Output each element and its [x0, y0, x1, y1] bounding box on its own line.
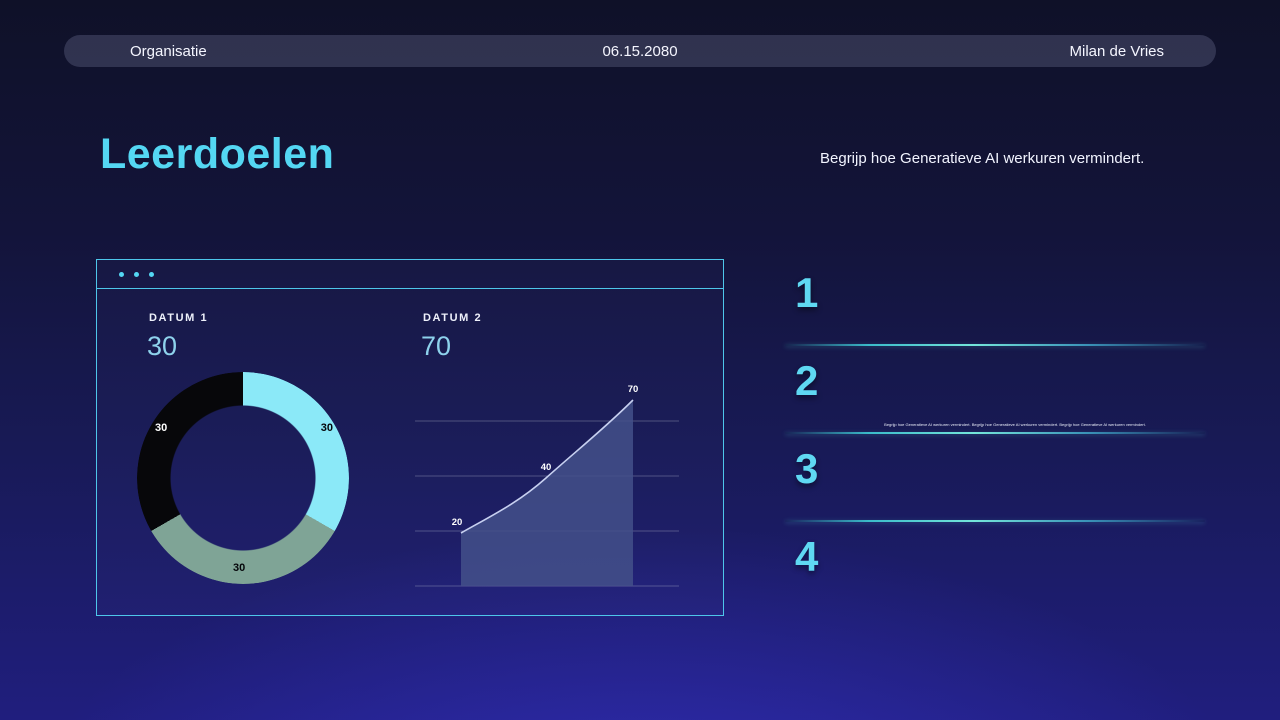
- list-divider: [785, 344, 1205, 346]
- list-item: 2 Begrijp hoe Generatieve AI werkuren ve…: [785, 360, 1205, 448]
- point-label: 20: [452, 517, 463, 528]
- panel-titlebar: [97, 260, 723, 289]
- area-fill-shape: [461, 400, 633, 586]
- list-divider: [785, 520, 1205, 522]
- area-chart-value: 70: [421, 331, 452, 361]
- top-bar: Organisatie 06.15.2080 Milan de Vries: [64, 35, 1216, 67]
- list-item: 1: [785, 272, 1205, 360]
- list-number: 1: [795, 269, 819, 316]
- list-item: 4: [785, 536, 1205, 624]
- list-number: 3: [795, 445, 819, 492]
- list-divider: [785, 432, 1205, 434]
- list-item: 3: [785, 448, 1205, 536]
- donut-chart: 30 30 30: [137, 372, 349, 584]
- donut-ring: [137, 372, 349, 584]
- donut-segment-label: 30: [320, 422, 333, 434]
- charts-panel: DATUM 1 30 30 30 30 DATUM 2 70 20 40 70: [96, 259, 724, 616]
- date-label: 06.15.2080: [602, 42, 678, 60]
- window-dot-icon: [149, 271, 154, 277]
- area-chart: 20 40 70: [415, 384, 679, 587]
- fine-print-text: Begrijp hoe Generatieve AI werkuren verm…: [884, 422, 1146, 427]
- point-label: 40: [541, 462, 552, 473]
- numbered-list: 1 2 Begrijp hoe Generatieve AI werkuren …: [785, 272, 1205, 624]
- area-chart-label: DATUM 2: [423, 312, 483, 324]
- list-number: 4: [795, 533, 819, 580]
- area-line-path: [460, 399, 634, 534]
- donut-chart-label: DATUM 1: [149, 312, 209, 324]
- donut-segment-label: 30: [155, 422, 168, 434]
- list-number: 2: [795, 357, 819, 404]
- org-label: Organisatie: [130, 42, 207, 60]
- subtitle-text: Begrijp hoe Generatieve AI werkuren verm…: [820, 150, 1145, 167]
- donut-segment-label: 30: [233, 562, 246, 574]
- point-label: 70: [628, 384, 639, 395]
- donut-chart-value: 30: [147, 331, 178, 361]
- window-dot-icon: [119, 271, 124, 277]
- window-dot-icon: [134, 271, 139, 277]
- user-name-label: Milan de Vries: [1069, 42, 1164, 60]
- page-title: Leerdoelen: [100, 130, 335, 178]
